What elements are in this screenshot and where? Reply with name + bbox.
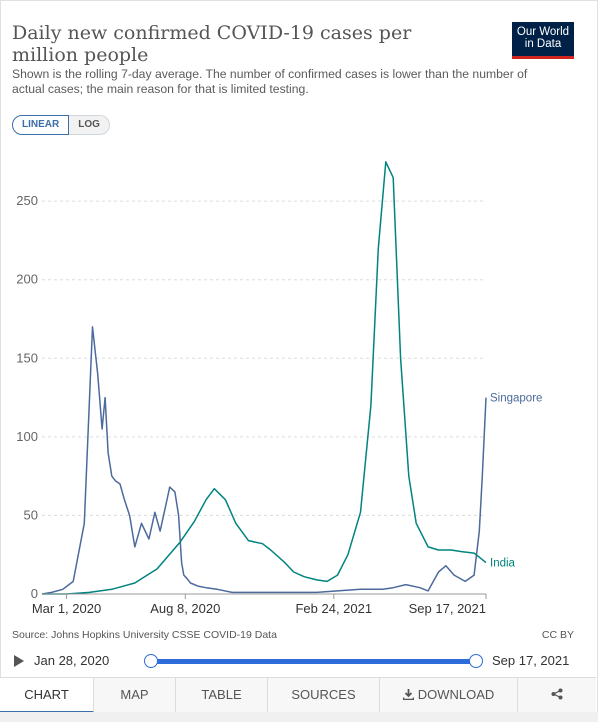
y-tick-label: 0 <box>31 586 38 601</box>
y-tick-label: 50 <box>24 507 38 522</box>
grid-layer <box>42 200 486 516</box>
tab-download[interactable]: DOWNLOAD <box>380 678 518 713</box>
timeline: Jan 28, 2020 Sep 17, 2021 <box>14 651 584 671</box>
x-tick-label: Feb 24, 2021 <box>295 601 372 616</box>
download-label: DOWNLOAD <box>417 687 495 702</box>
source-note[interactable]: Source: Johns Hopkins University CSSE CO… <box>12 629 277 641</box>
series-layer: Singapore India <box>41 161 542 595</box>
download-icon <box>402 689 415 701</box>
series-line-singapore[interactable] <box>41 326 487 595</box>
x-tick-label: Aug 8, 2020 <box>150 601 220 616</box>
line-chart: Singapore India 0 50 100 150 200 250 Mar 1, 202… <box>16 161 542 616</box>
chart-subtitle: Shown is the rolling 7-day average. The … <box>12 67 528 96</box>
timeline-start-handle[interactable] <box>144 654 158 668</box>
y-tick-label: 250 <box>16 193 38 208</box>
logo-line-2: in Data <box>524 38 562 50</box>
bottom-strip <box>0 712 598 722</box>
series-label-singapore[interactable]: Singapore <box>490 393 542 405</box>
share-icon <box>551 688 563 700</box>
tab-share[interactable] <box>518 678 596 713</box>
y-tick-label: 100 <box>16 429 38 444</box>
tab-bar: CHART MAP TABLE SOURCES DOWNLOAD <box>0 677 596 713</box>
timeline-end-handle[interactable] <box>469 654 483 668</box>
play-icon[interactable] <box>14 655 24 667</box>
timeline-track[interactable] <box>150 659 476 664</box>
tab-map[interactable]: MAP <box>94 678 176 713</box>
timeline-end-label: Sep 17, 2021 <box>492 653 570 668</box>
logo-line-1: Our World <box>516 26 570 38</box>
tab-chart[interactable]: CHART <box>0 678 94 713</box>
log-scale-button[interactable]: LOG <box>69 115 110 135</box>
timeline-start-label: Jan 28, 2020 <box>34 653 110 668</box>
x-tick-label: Sep 17, 2021 <box>409 601 486 616</box>
series-label-india[interactable]: India <box>490 558 516 570</box>
linear-scale-button[interactable]: LINEAR <box>12 115 70 135</box>
axis-layer: 0 50 100 150 200 250 Mar 1, 2020 Aug 8, 2020 Feb… <box>16 193 487 616</box>
chart-title: Daily new confirmed COVID-19 cases per m… <box>12 22 412 66</box>
y-tick-label: 200 <box>16 272 38 287</box>
series-line-india[interactable] <box>42 161 487 595</box>
x-tick-label: Mar 1, 2020 <box>32 601 101 616</box>
y-tick-label: 150 <box>16 350 38 365</box>
tab-table[interactable]: TABLE <box>176 678 268 713</box>
owid-logo[interactable]: Our World in Data <box>512 22 574 59</box>
license-label[interactable]: CC BY <box>541 629 574 641</box>
scale-toggle: LINEAR LOG <box>12 115 110 135</box>
tab-sources[interactable]: SOURCES <box>268 678 380 713</box>
